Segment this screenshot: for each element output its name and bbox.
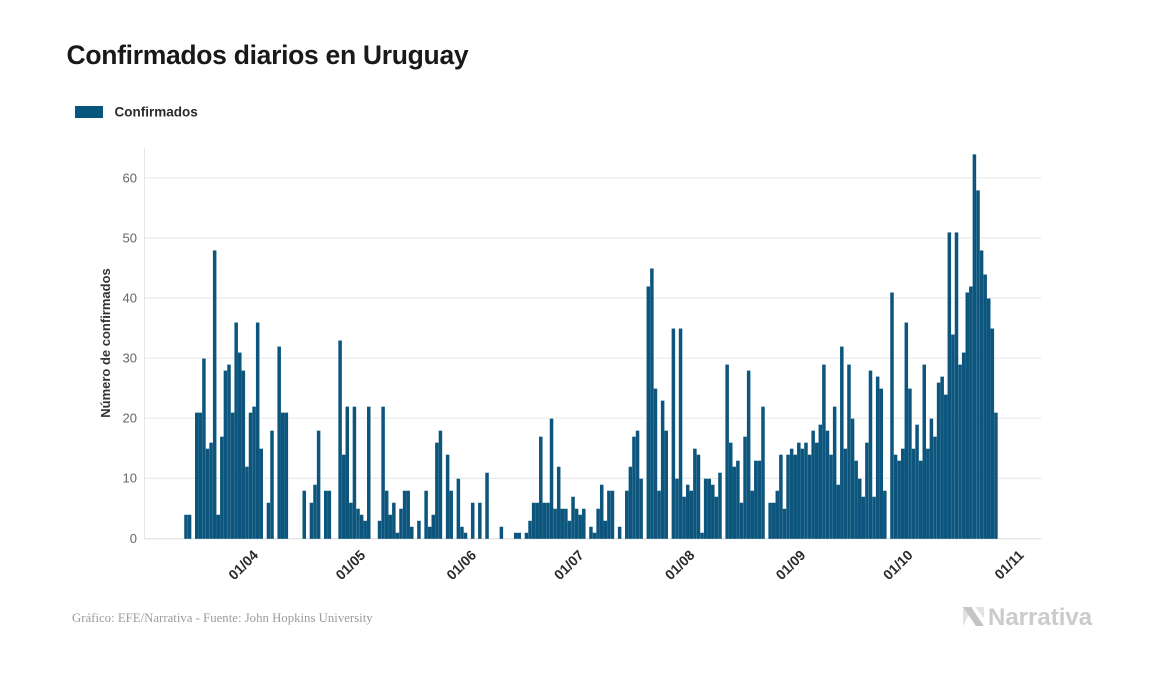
svg-text:Narrativa: Narrativa: [988, 604, 1093, 631]
svg-text:50: 50: [123, 230, 137, 245]
svg-text:Confirmados: Confirmados: [115, 105, 198, 120]
svg-text:10: 10: [123, 471, 137, 486]
svg-text:0: 0: [130, 531, 137, 546]
svg-text:30: 30: [123, 351, 137, 366]
svg-text:Confirmados diarios en Uruguay: Confirmados diarios en Uruguay: [67, 40, 469, 70]
svg-text:Número de confirmados: Número de confirmados: [98, 268, 113, 418]
svg-text:40: 40: [123, 291, 137, 306]
svg-text:20: 20: [123, 411, 137, 426]
svg-text:60: 60: [123, 170, 137, 185]
svg-text:Gráfico: EFE/Narrativa - Fuent: Gráfico: EFE/Narrativa - Fuente: John Ho…: [72, 611, 373, 625]
